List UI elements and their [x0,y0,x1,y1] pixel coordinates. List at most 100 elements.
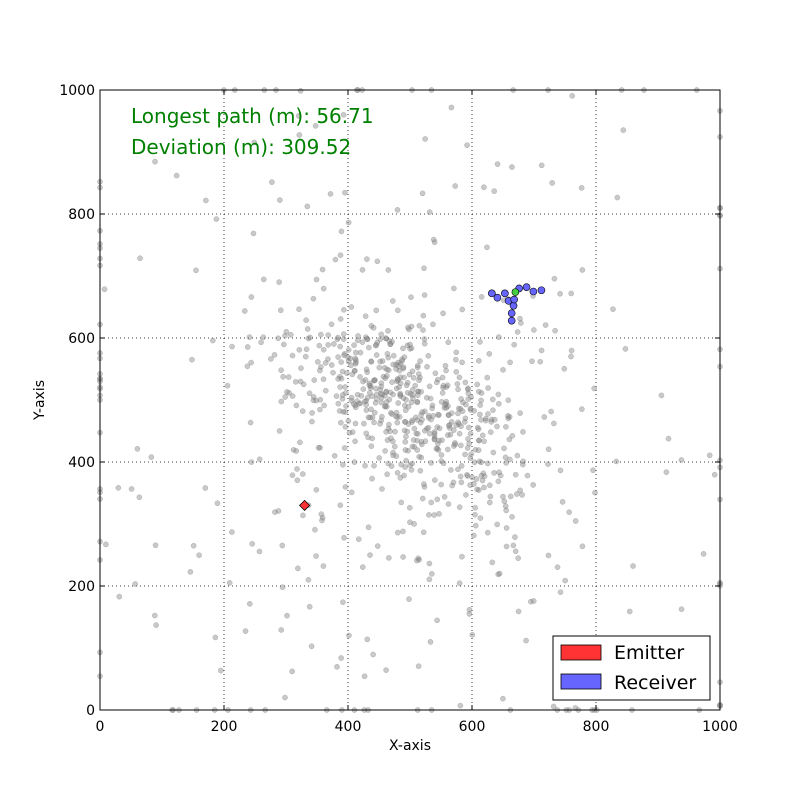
background-point [451,285,457,292]
background-point [507,359,513,366]
background-point [519,461,526,468]
legend-label-receiver: Receiver [614,672,696,694]
background-point [390,449,396,456]
background-point [348,304,355,310]
background-point [490,407,496,414]
background-point [415,663,422,670]
background-point [434,445,441,452]
background-point [414,392,421,398]
background-point [572,518,579,524]
background-point [202,485,209,491]
background-point [290,446,297,453]
background-point [465,436,471,442]
background-point [373,391,380,398]
background-point [438,399,445,405]
background-point [562,577,569,584]
background-point [209,337,216,344]
background-point [394,414,401,421]
background-point [462,451,468,458]
background-point [402,464,408,470]
background-point [402,407,409,414]
background-point [509,432,516,439]
background-point [415,388,422,395]
background-point [345,354,351,361]
background-point [541,414,548,420]
background-point [368,323,375,329]
background-point [420,327,426,333]
background-point [348,394,355,401]
background-point [315,444,322,451]
background-point [330,369,336,376]
background-point [249,540,256,547]
background-point [509,513,515,520]
background-point [418,441,425,448]
background-point [368,358,375,365]
background-point [448,104,455,111]
background-point [292,378,299,385]
background-point [488,416,495,423]
background-point [630,563,636,569]
background-point [476,487,482,493]
background-point [507,456,513,463]
background-point [385,354,392,361]
background-point [338,359,345,365]
background-point [505,412,511,419]
background-point [401,418,408,425]
background-point [335,354,341,360]
y-tick-label: 800 [68,207,95,223]
background-point [152,542,159,549]
background-point [317,406,323,413]
background-point [491,416,498,423]
background-point [538,347,545,354]
background-point [455,405,462,412]
background-point [456,421,462,427]
background-point [278,398,285,405]
background-point [250,230,257,237]
background-point [317,396,324,403]
background-point [334,663,340,670]
background-point [276,197,283,203]
background-point [359,267,366,273]
background-point [384,373,390,379]
background-point [282,694,288,701]
background-point [189,356,195,363]
background-point [335,334,341,341]
background-point [554,564,561,571]
background-point [303,346,310,353]
background-point [369,414,376,421]
background-point [153,622,159,628]
background-point [333,393,340,399]
background-point [374,339,381,346]
tick-layer: 0 200 400 600 800 1000 0 200 400 600 800 1000 [59,83,737,735]
background-point [400,365,407,372]
background-point [378,380,385,386]
background-point [115,484,122,491]
background-point [457,702,464,709]
background-point [384,366,390,373]
background-point [462,415,469,422]
background-point [397,391,404,398]
background-point [471,459,478,466]
background-point [373,342,380,348]
background-point [568,347,575,354]
background-point [520,429,526,435]
background-point [409,417,416,424]
background-point [271,352,278,358]
background-point [289,393,296,399]
background-point [248,459,255,465]
background-point [356,400,362,407]
background-point [421,408,428,415]
plot-frame [99,89,721,711]
background-point [425,352,432,359]
background-point [311,377,318,383]
background-point [363,401,370,408]
background-point [305,576,312,583]
background-point [428,460,434,466]
background-point [362,462,368,469]
background-point [421,483,428,490]
background-point [435,411,441,418]
background-point [342,423,349,430]
background-point [378,417,385,424]
background-point [548,408,555,415]
background-point [456,580,463,587]
